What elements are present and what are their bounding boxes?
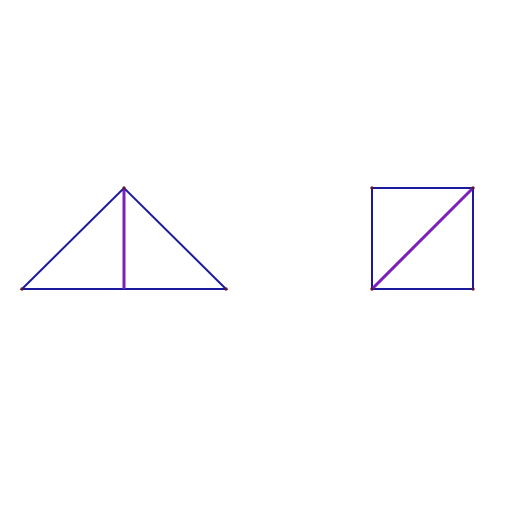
triangle-vertex-right [224,287,227,290]
square-vertex-top-left [370,186,373,189]
square-vertex-top-right [471,186,474,189]
square-diagonal [372,188,473,289]
square-figure [370,186,474,290]
triangle-vertex-apex [122,186,125,189]
triangle-vertex-left [20,287,23,290]
triangle-figure [20,186,227,290]
square-vertex-bottom-left [370,287,373,290]
square-vertex-bottom-right [471,287,474,290]
